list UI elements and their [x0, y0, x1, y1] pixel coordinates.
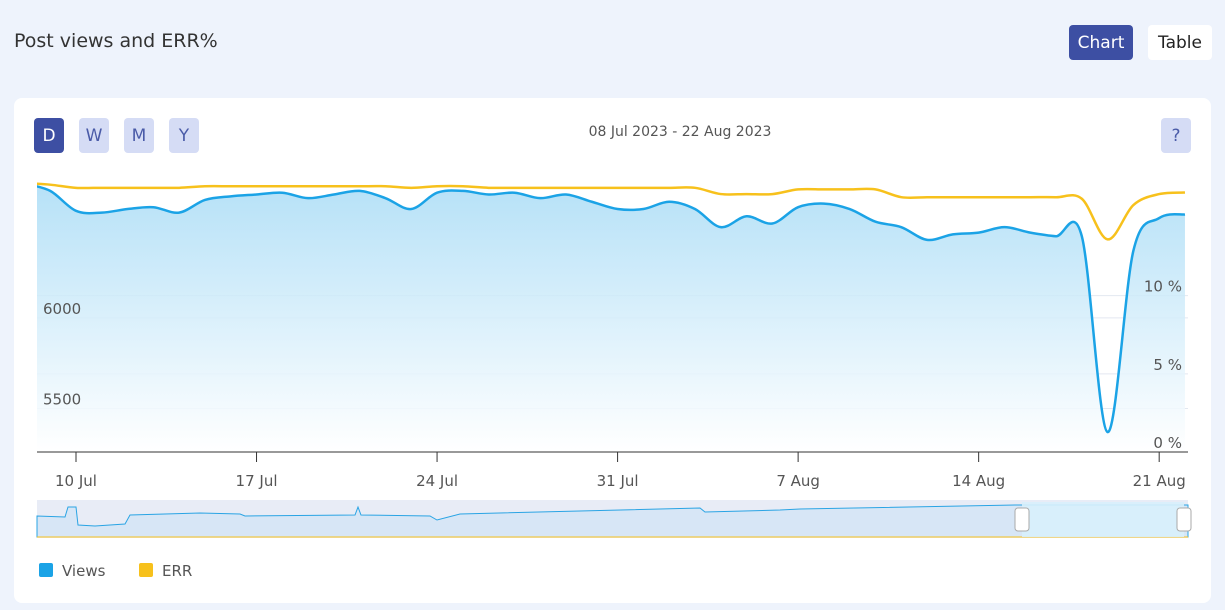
period-button[interactable]: D [34, 118, 64, 153]
area [37, 186, 1185, 452]
date-range: 08 Jul 2023 - 22 Aug 2023 [588, 124, 772, 140]
y-tick-label: 5500 [43, 390, 81, 408]
nav-handle[interactable] [1014, 507, 1030, 532]
period-button[interactable]: M [124, 118, 154, 153]
help-button[interactable]: ? [1161, 118, 1191, 153]
legend-label: Views [62, 562, 106, 580]
legend-swatch [39, 563, 53, 577]
legend-label: ERR [162, 562, 192, 580]
plot [37, 182, 1186, 452]
y2-tick-label: 0 % [1153, 434, 1182, 452]
legend-swatch [139, 563, 153, 577]
nav-handle[interactable] [1176, 507, 1192, 532]
x-tick-label: 14 Aug [952, 472, 1005, 490]
navigator [36, 500, 1192, 538]
x-tick-label: 21 Aug [1133, 472, 1186, 490]
x-tick-label: 24 Jul [416, 472, 458, 490]
line [37, 182, 1186, 241]
x-tick-label: 7 Aug [776, 472, 820, 490]
line [37, 185, 1186, 434]
y2-tick-label: 5 % [1153, 356, 1182, 374]
period-button[interactable]: Y [169, 118, 199, 153]
y2-tick-label: 10 % [1144, 278, 1182, 296]
x-tick-label: 10 Jul [55, 472, 97, 490]
chart-button[interactable]: Chart [1069, 25, 1133, 60]
y-tick-label: 6000 [43, 300, 81, 318]
page-title: Post views and ERR% [14, 30, 218, 52]
table-button[interactable]: Table [1148, 25, 1212, 60]
period-button[interactable]: W [79, 118, 109, 153]
x-tick-label: 17 Jul [236, 472, 278, 490]
x-tick-label: 31 Jul [597, 472, 639, 490]
